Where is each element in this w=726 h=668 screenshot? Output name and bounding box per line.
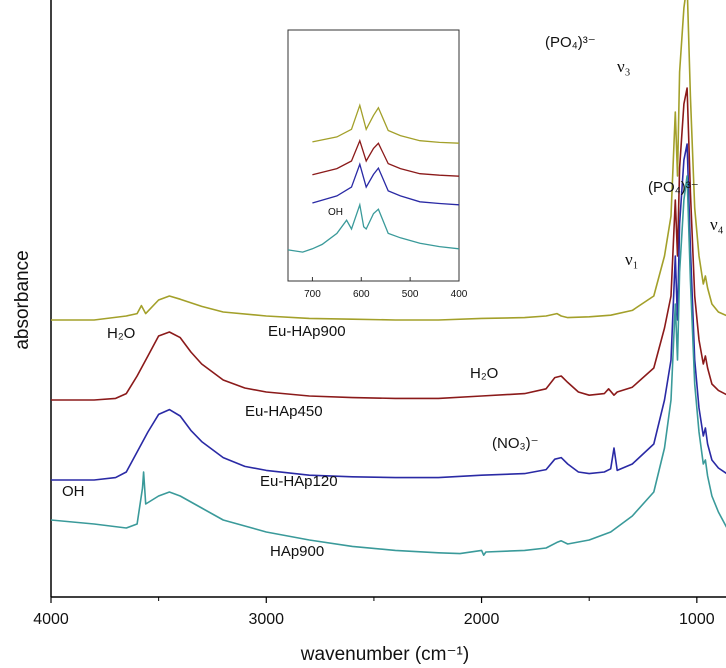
inset-x-tick-label: 500 bbox=[402, 289, 419, 300]
inset-line-hap900 bbox=[288, 202, 459, 253]
inset-line-eu-hap900 bbox=[312, 103, 459, 144]
annotation-nu4: ν₄ bbox=[710, 215, 724, 234]
series-line-eu-hap120 bbox=[51, 143, 726, 481]
annotation-h2o-3450: H₂O bbox=[107, 325, 135, 342]
series-label-eu-hap450: Eu-HAp450 bbox=[245, 403, 323, 420]
x-axis-title: wavenumber (cm⁻¹) bbox=[300, 644, 469, 665]
annotation-no3: (NO₃)⁻ bbox=[492, 435, 539, 452]
annotation-oh: OH bbox=[62, 483, 85, 500]
y-axis-title: absorbance bbox=[12, 250, 33, 349]
annotation-h2o-1630: H₂O bbox=[470, 365, 498, 382]
annotation-nu1: ν₁ bbox=[625, 250, 639, 269]
series-label-eu-hap120: Eu-HAp120 bbox=[260, 473, 338, 490]
x-tick-label: 2000 bbox=[464, 611, 500, 628]
x-tick-label: 1000 bbox=[679, 611, 715, 628]
annotation-po4-v4: (PO₄)³⁻ bbox=[648, 179, 699, 196]
inset-x-tick-label: 700 bbox=[304, 289, 321, 300]
series-label-eu-hap900: Eu-HAp900 bbox=[268, 323, 346, 340]
series-line-eu-hap450 bbox=[51, 87, 726, 401]
inset-plot: 700 600 500 400 OH bbox=[287, 29, 468, 300]
series-label-hap900: HAp900 bbox=[270, 543, 324, 560]
inset-oh-label: OH bbox=[328, 207, 343, 218]
annotation-po4-v3: (PO₄)³⁻ bbox=[545, 34, 596, 51]
inset-line-eu-hap450 bbox=[312, 138, 459, 177]
inset-line-eu-hap120 bbox=[312, 162, 459, 206]
inset-x-tick-label: 600 bbox=[353, 289, 370, 300]
x-tick-label: 4000 bbox=[33, 611, 69, 628]
annotation-nu3: ν₃ bbox=[617, 57, 631, 76]
x-tick-label: 3000 bbox=[248, 611, 284, 628]
series-line-hap900 bbox=[51, 175, 726, 556]
series-line-eu-hap900 bbox=[51, 0, 726, 321]
inset-frame bbox=[287, 29, 460, 282]
inset-x-tick-label: 400 bbox=[451, 289, 468, 300]
